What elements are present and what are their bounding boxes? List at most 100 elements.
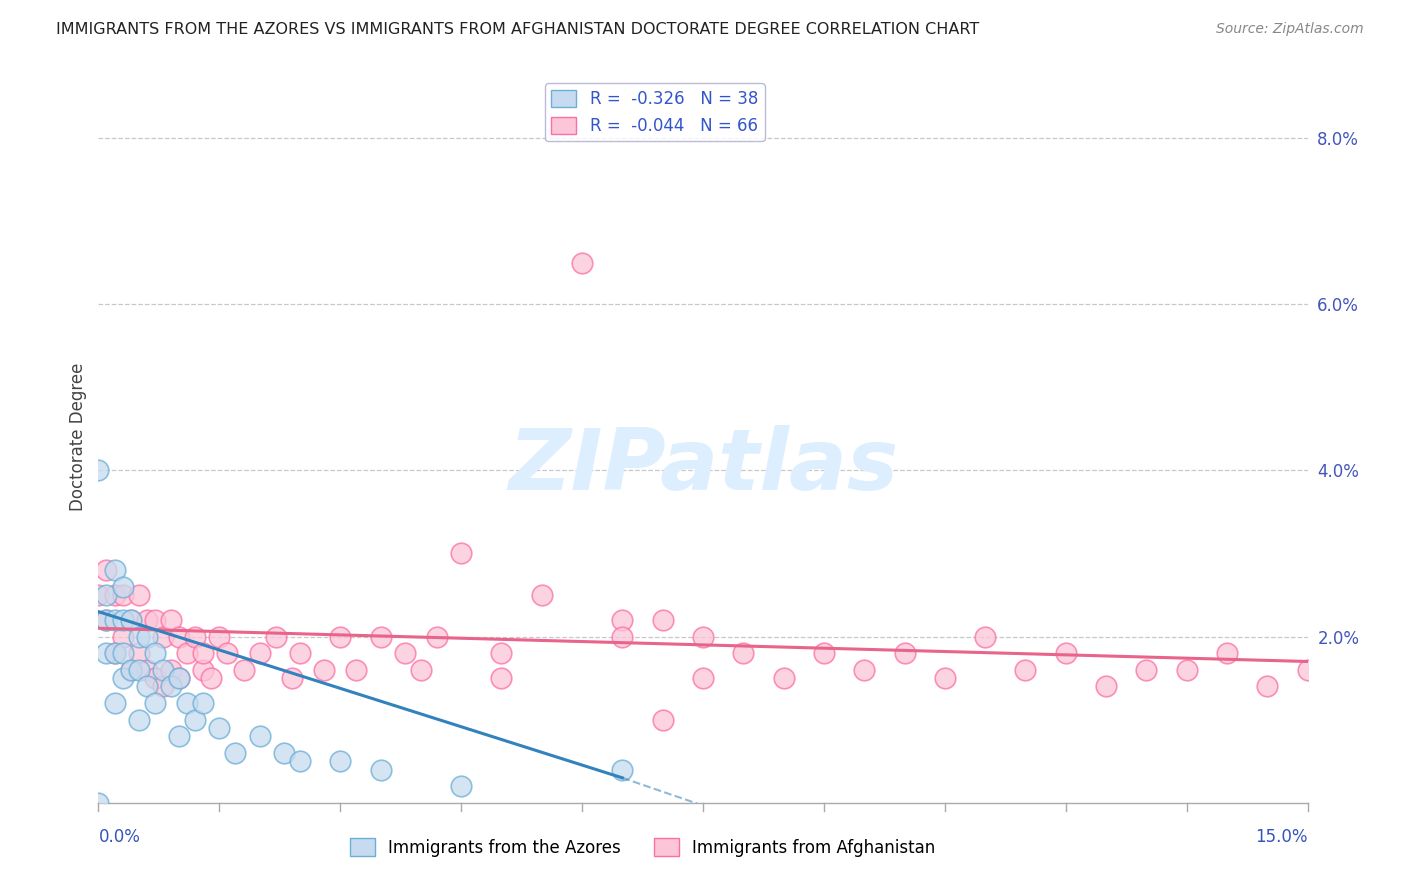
Point	[264, 630, 287, 644]
Point	[530, 588, 553, 602]
Point	[612, 630, 634, 644]
Point	[1014, 663, 1036, 677]
Point	[128, 663, 150, 677]
Point	[370, 630, 392, 644]
Point	[1175, 663, 1198, 677]
Point	[273, 746, 295, 760]
Y-axis label: Doctorate Degree: Doctorate Degree	[69, 363, 87, 511]
Text: Source: ZipAtlas.com: Source: ZipAtlas.com	[1216, 22, 1364, 37]
Point	[370, 763, 392, 777]
Point	[853, 663, 876, 677]
Point	[612, 763, 634, 777]
Point	[135, 663, 157, 677]
Point	[329, 754, 352, 768]
Point	[87, 463, 110, 477]
Point	[143, 671, 166, 685]
Point	[409, 663, 432, 677]
Point	[135, 613, 157, 627]
Point	[111, 588, 134, 602]
Point	[1054, 646, 1077, 660]
Point	[733, 646, 755, 660]
Point	[167, 671, 190, 685]
Point	[281, 671, 304, 685]
Point	[193, 646, 215, 660]
Point	[152, 663, 174, 677]
Point	[208, 721, 231, 735]
Point	[128, 630, 150, 644]
Point	[491, 671, 513, 685]
Point	[111, 613, 134, 627]
Point	[167, 630, 190, 644]
Point	[249, 729, 271, 743]
Point	[1296, 663, 1319, 677]
Point	[103, 696, 125, 710]
Point	[96, 646, 118, 660]
Text: ZIPatlas: ZIPatlas	[508, 425, 898, 508]
Point	[160, 680, 183, 694]
Point	[394, 646, 416, 660]
Point	[103, 646, 125, 660]
Point	[232, 663, 254, 677]
Point	[934, 671, 956, 685]
Point	[329, 630, 352, 644]
Point	[160, 663, 183, 677]
Point	[450, 779, 472, 793]
Text: 0.0%: 0.0%	[98, 828, 141, 846]
Point	[103, 588, 125, 602]
Text: 15.0%: 15.0%	[1256, 828, 1308, 846]
Point	[103, 613, 125, 627]
Point	[111, 630, 134, 644]
Point	[135, 630, 157, 644]
Point	[1135, 663, 1157, 677]
Point	[96, 588, 118, 602]
Point	[96, 613, 118, 627]
Point	[111, 580, 134, 594]
Point	[772, 671, 794, 685]
Point	[893, 646, 915, 660]
Point	[120, 613, 142, 627]
Point	[111, 671, 134, 685]
Legend: R =  -0.326   N = 38, R =  -0.044   N = 66: R = -0.326 N = 38, R = -0.044 N = 66	[544, 83, 765, 141]
Point	[184, 713, 207, 727]
Point	[1095, 680, 1118, 694]
Point	[152, 630, 174, 644]
Point	[111, 646, 134, 660]
Point	[208, 630, 231, 644]
Point	[193, 696, 215, 710]
Point	[152, 680, 174, 694]
Point	[692, 630, 714, 644]
Point	[314, 663, 336, 677]
Point	[249, 646, 271, 660]
Point	[176, 646, 198, 660]
Point	[96, 613, 118, 627]
Point	[87, 796, 110, 810]
Point	[651, 613, 673, 627]
Point	[120, 613, 142, 627]
Text: IMMIGRANTS FROM THE AZORES VS IMMIGRANTS FROM AFGHANISTAN DOCTORATE DEGREE CORRE: IMMIGRANTS FROM THE AZORES VS IMMIGRANTS…	[56, 22, 980, 37]
Point	[184, 630, 207, 644]
Point	[176, 696, 198, 710]
Point	[426, 630, 449, 644]
Point	[120, 663, 142, 677]
Point	[143, 696, 166, 710]
Point	[143, 613, 166, 627]
Point	[288, 646, 311, 660]
Point	[103, 563, 125, 577]
Point	[167, 671, 190, 685]
Point	[135, 680, 157, 694]
Point	[1256, 680, 1278, 694]
Point	[450, 546, 472, 560]
Point	[193, 663, 215, 677]
Point	[128, 646, 150, 660]
Point	[344, 663, 367, 677]
Point	[813, 646, 835, 660]
Point	[224, 746, 246, 760]
Point	[612, 613, 634, 627]
Point	[571, 255, 593, 269]
Point	[692, 671, 714, 685]
Point	[96, 563, 118, 577]
Point	[103, 646, 125, 660]
Point	[143, 646, 166, 660]
Point	[974, 630, 997, 644]
Point	[128, 588, 150, 602]
